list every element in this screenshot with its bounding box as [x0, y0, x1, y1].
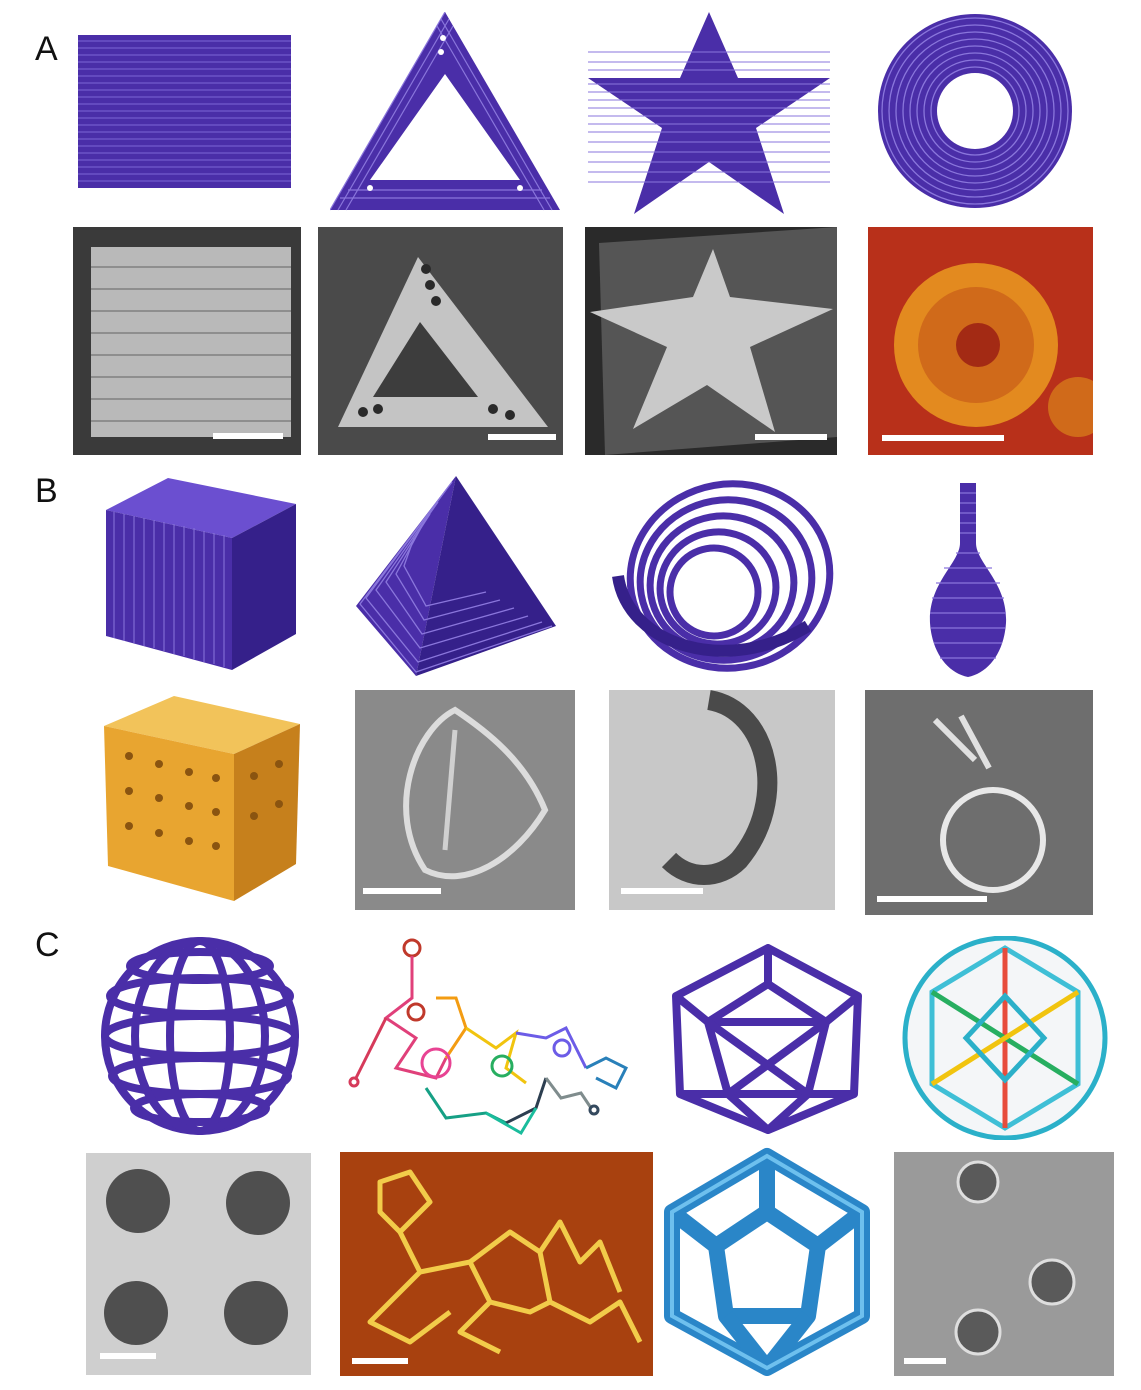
cube-cryo-map [104, 696, 300, 901]
scale-bar [877, 896, 987, 902]
scale-bar [100, 1353, 156, 1359]
ring-afm [868, 227, 1093, 455]
panel-label-c: C [35, 926, 60, 964]
panel-label-a: A [35, 30, 58, 68]
wireframe-sphere-model [100, 936, 300, 1136]
pyramid-tem [355, 690, 575, 910]
scale-bar [352, 1358, 408, 1364]
scale-bar [488, 434, 556, 440]
pyramid-model [356, 476, 556, 676]
ring-model [876, 12, 1074, 210]
icosahedron-model [668, 944, 868, 1134]
rectangle-tem [73, 227, 301, 455]
twisted-ring-tem [609, 690, 835, 910]
vase-model [928, 483, 1008, 678]
rectangle-model [78, 35, 291, 188]
scale-bar [882, 435, 1004, 441]
rna-origami-afm [340, 1152, 653, 1376]
star-tem [585, 227, 837, 455]
scale-bar [363, 888, 441, 894]
cube-model [106, 478, 296, 670]
rna-origami-schematic [346, 938, 632, 1140]
triangle-model [330, 12, 560, 212]
panel-label-b: B [35, 472, 58, 510]
twisted-ring-model [608, 476, 834, 672]
scale-bar [621, 888, 703, 894]
sphere-tem [86, 1153, 311, 1375]
icosahedron-helix-model [898, 936, 1112, 1140]
scale-bar [904, 1358, 946, 1364]
vase-tem [865, 690, 1093, 915]
icosahedron-tem [894, 1152, 1114, 1376]
triangle-tem [318, 227, 563, 455]
scale-bar [213, 433, 283, 439]
scale-bar [755, 434, 827, 440]
star-model [588, 12, 830, 214]
icosahedron-cryo-map [658, 1146, 876, 1376]
